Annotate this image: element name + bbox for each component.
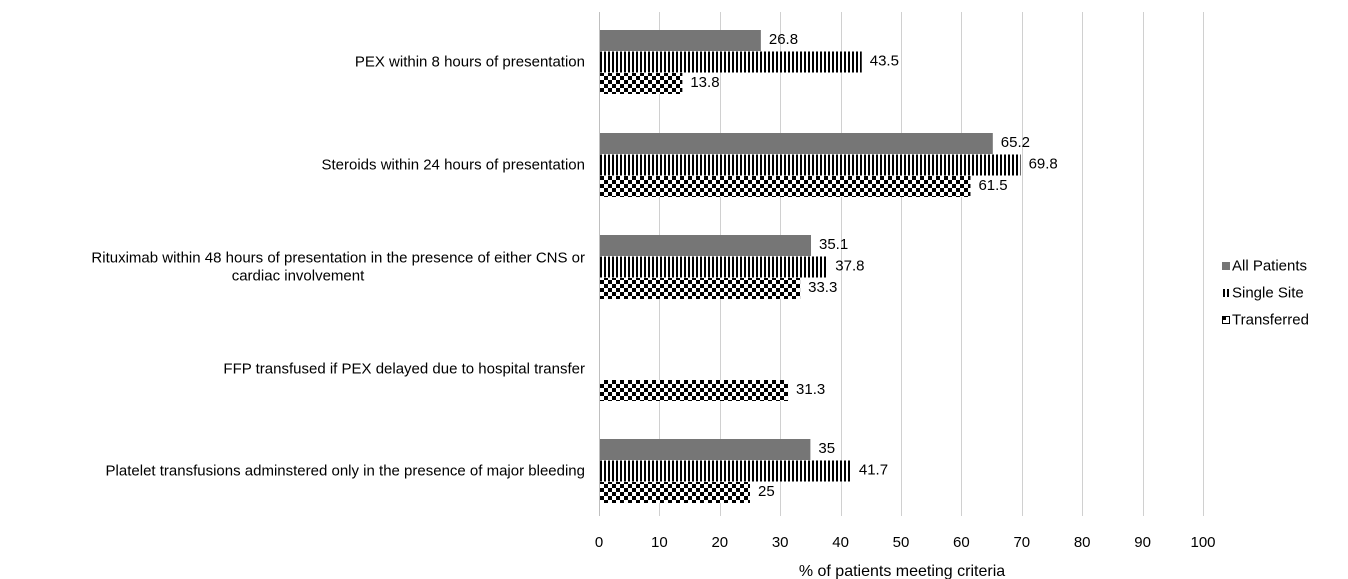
x-tick-label: 30 [772,534,789,551]
bar [600,460,851,482]
x-tick-label: 20 [711,534,728,551]
category-label: Platelet transfusions adminstered only i… [106,463,585,480]
x-axis-title: % of patients meeting criteria [799,563,1005,579]
legend-swatch [1223,289,1229,297]
gridlines [599,12,1204,516]
data-label: 65.2 [1001,134,1030,151]
bar [600,51,862,73]
data-labels: 26.8 43.5 13.8 65.2 69.8 61.5 35.1 37.8 33.3 31.3… [690,31,1057,500]
data-label: 61.5 [978,177,1007,194]
bar [600,278,801,299]
x-tick-label: 40 [832,534,849,551]
bars [600,30,1021,503]
bar [600,176,971,197]
bar [600,439,811,460]
legend-swatch [1222,262,1230,270]
data-label: 41.7 [859,462,888,479]
x-tick-label: 90 [1134,534,1151,551]
data-label: 43.5 [870,53,899,70]
x-tick-label: 50 [893,534,910,551]
bar [600,73,683,94]
data-label: 25 [758,483,775,500]
x-tick-label: 10 [651,534,668,551]
data-label: 35 [818,440,835,457]
data-label: 35.1 [819,236,848,253]
x-tick-label: 100 [1190,534,1215,551]
bar [600,256,828,278]
category-label: Steroids within 24 hours of presentation [322,157,586,174]
bar [600,30,761,51]
data-label: 69.8 [1029,156,1058,173]
x-axis-ticks: 0 10 20 30 40 50 60 70 80 90 100 [595,534,1216,551]
x-tick-label: 70 [1013,534,1030,551]
x-tick-label: 0 [595,534,603,551]
legend: All Patients Single Site Transferred [1222,258,1309,329]
bar [600,482,750,503]
category-label: PEX within 8 hours of presentation [355,54,585,71]
bar [600,235,812,256]
category-label: Rituximab within 48 hours of presentatio… [91,250,585,267]
data-label: 26.8 [769,31,798,48]
category-labels: PEX within 8 hours of presentation Steroi… [91,54,585,480]
data-label: 31.3 [796,381,825,398]
bar [600,380,789,401]
bar [600,154,1021,176]
data-label: 33.3 [808,279,837,296]
bar [600,133,993,154]
x-tick-label: 60 [953,534,970,551]
x-tick-label: 80 [1074,534,1091,551]
category-label: cardiac involvement [232,268,365,285]
legend-label: Single Site [1232,285,1304,302]
category-label: FFP transfused if PEX delayed due to hos… [223,361,585,378]
data-label: 37.8 [835,258,864,275]
legend-label: All Patients [1232,258,1307,275]
legend-label: Transferred [1232,312,1309,329]
data-label: 13.8 [690,74,719,91]
